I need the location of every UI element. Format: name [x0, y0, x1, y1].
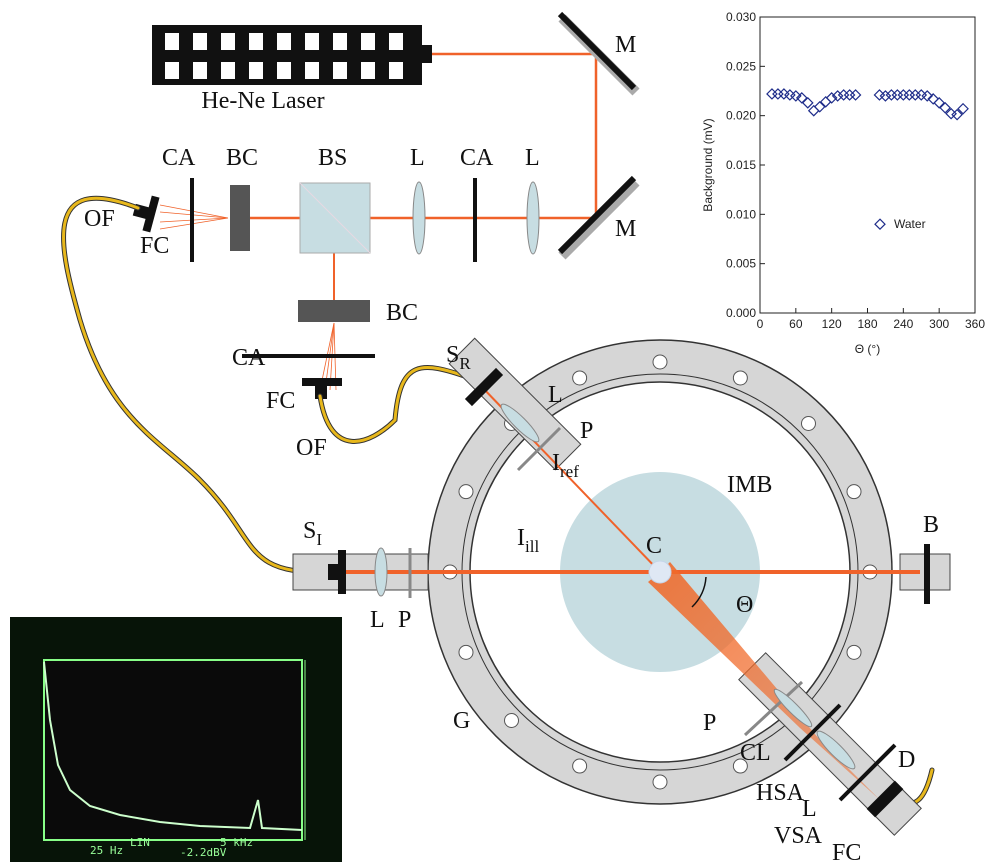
label-sub: ref: [560, 462, 579, 481]
label: He-Ne Laser: [201, 88, 324, 114]
hole: [847, 645, 861, 659]
label: G: [453, 708, 470, 734]
label-main: S: [446, 342, 459, 368]
label: CA: [162, 145, 196, 171]
legend-label: Water: [894, 217, 926, 231]
y-tick-label: 0.010: [726, 207, 756, 221]
data-point: [934, 98, 944, 108]
inset-chart: 0.000 0.005 0.010 0.015 0.020 0.025 0.030 0 60 12…: [701, 10, 985, 356]
x-tick-label: 300: [929, 317, 949, 331]
x-tick-label: 180: [857, 317, 877, 331]
label: BS: [318, 145, 347, 171]
label: L: [370, 607, 385, 633]
y-tick-label: 0.020: [726, 109, 756, 123]
label: L: [525, 145, 540, 171]
label: CA: [232, 345, 266, 371]
data-point: [892, 90, 902, 100]
label-main: S: [303, 518, 316, 544]
osc-text: -2.2dBV: [180, 846, 227, 859]
data-point: [767, 89, 777, 99]
label-sub: ill: [525, 537, 539, 556]
label: OF: [84, 206, 115, 232]
label-main: I: [552, 450, 560, 476]
label: HSA: [756, 780, 805, 806]
hole: [801, 417, 815, 431]
legend-marker: [875, 219, 885, 229]
data-point: [821, 97, 831, 107]
label: M: [615, 216, 636, 242]
label: CL: [740, 740, 771, 766]
data-point: [898, 90, 908, 100]
hole: [847, 485, 861, 499]
label-main: I: [517, 525, 525, 551]
osc-text: 25 Hz: [90, 844, 123, 857]
label: IMB: [727, 472, 772, 498]
data-point: [851, 90, 861, 100]
x-tick-label: 120: [822, 317, 842, 331]
hole: [573, 759, 587, 773]
label: P: [703, 710, 716, 736]
label: L: [548, 382, 563, 408]
label-sub: R: [459, 354, 471, 373]
label: BC: [226, 145, 258, 171]
x-tick-label: 360: [965, 317, 985, 331]
setup-figure: He-Ne Laser M M CA BC BS L CA L OF FC BC…: [0, 0, 987, 862]
y-tick-label: 0.030: [726, 10, 756, 24]
hole: [505, 713, 519, 727]
osc-text: LIN: [130, 836, 150, 849]
plot-frame: [760, 17, 975, 313]
label: L: [802, 796, 817, 822]
label: FC: [832, 840, 861, 862]
label: CA: [460, 145, 494, 171]
label: SI: [303, 518, 322, 549]
data-point: [803, 98, 813, 108]
label: OF: [296, 435, 327, 461]
page: He-Ne Laser M M CA BC BS L CA L OF FC BC…: [0, 0, 987, 862]
y-tick-label: 0.015: [726, 158, 756, 172]
data-point: [904, 90, 914, 100]
oscilloscope-photo: 25 Hz LIN 5 kHz -2.2dBV: [10, 617, 342, 862]
data-point: [910, 90, 920, 100]
data-point: [815, 102, 825, 112]
label: BC: [386, 300, 418, 326]
x-tick-label: 60: [789, 317, 803, 331]
label: C: [646, 533, 662, 559]
x-tick-label: 240: [893, 317, 913, 331]
label: B: [923, 512, 939, 538]
hole: [459, 485, 473, 499]
label: VSA: [774, 823, 823, 849]
label: Θ: [736, 592, 753, 618]
hole: [653, 775, 667, 789]
data-point: [845, 90, 855, 100]
label: FC: [266, 388, 295, 414]
hole: [459, 645, 473, 659]
hole: [653, 355, 667, 369]
label: D: [898, 747, 915, 773]
label: P: [580, 418, 593, 444]
label: P: [398, 607, 411, 633]
label: L: [410, 145, 425, 171]
label: FC: [140, 233, 169, 259]
x-tick-label: 0: [757, 317, 764, 331]
y-tick-label: 0.025: [726, 59, 756, 73]
label: M: [615, 32, 636, 58]
label-sub: I: [316, 530, 322, 549]
y-tick-label: 0.005: [726, 257, 756, 271]
y-axis-label: Background (mV): [701, 118, 715, 211]
data-point: [809, 106, 819, 116]
data-point: [773, 89, 783, 99]
y-tick-label: 0.000: [726, 306, 756, 320]
x-axis-label: Θ (°): [855, 342, 880, 356]
hole: [733, 371, 747, 385]
hole: [573, 371, 587, 385]
